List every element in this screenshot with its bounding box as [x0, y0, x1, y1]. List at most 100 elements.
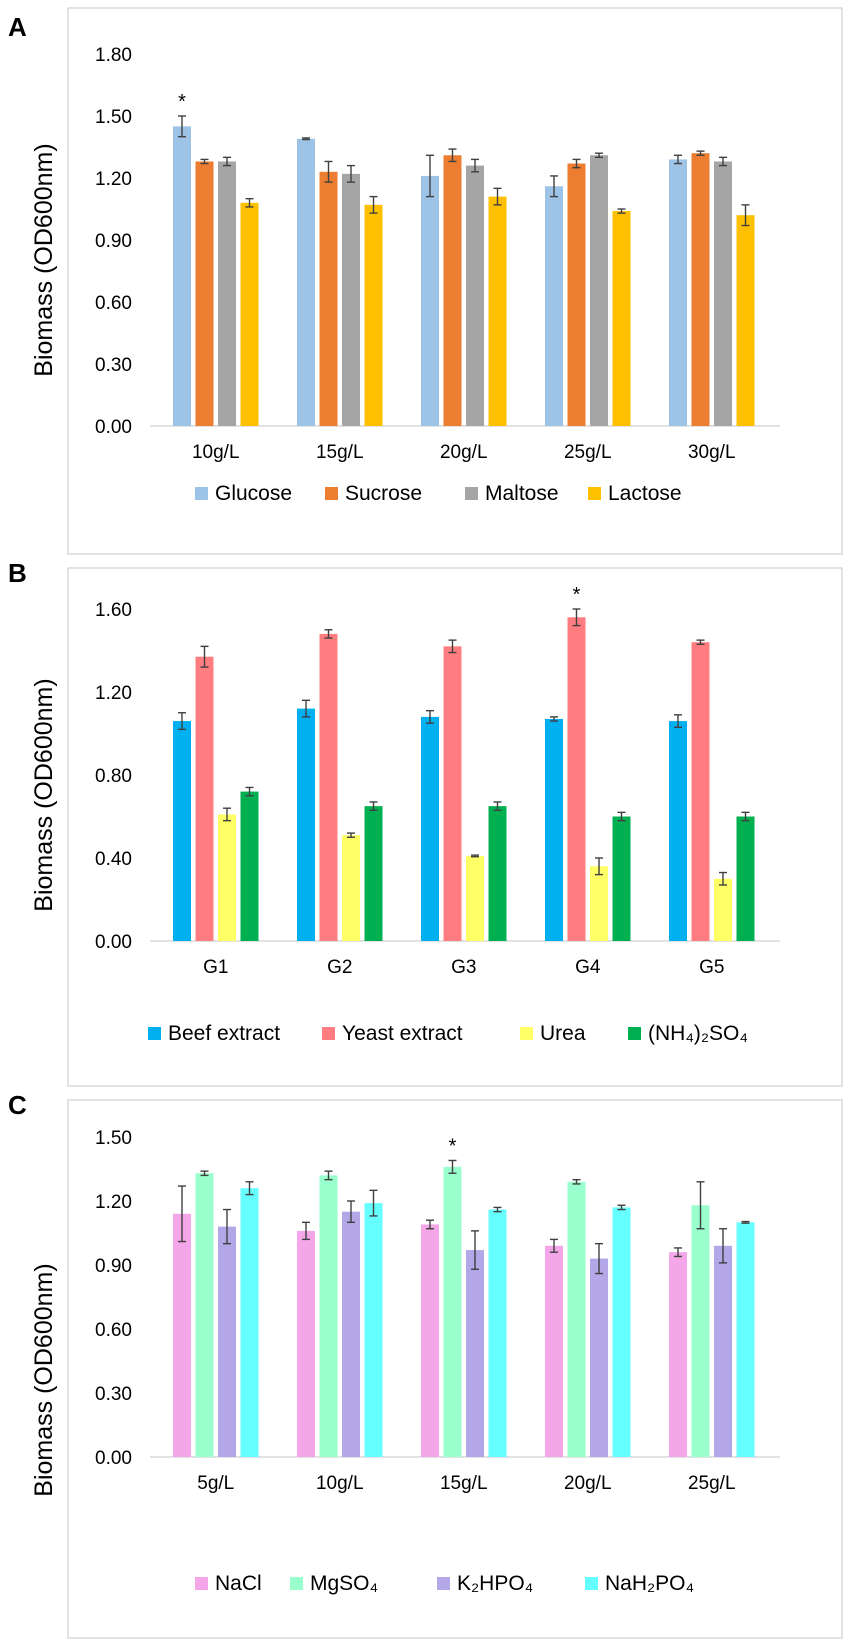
- panel-b-error-bar-yeast-4: [696, 639, 705, 645]
- panel-c-error-bar-mgso4-1: [324, 1170, 333, 1181]
- panel-c-y-tick-3: 0.90: [95, 1256, 132, 1277]
- panel-a-error-bar-glucose-1: [302, 137, 310, 141]
- panel-a-y-tick-2: 0.60: [95, 293, 132, 314]
- panel-c-bar-nah2po4-1: [364, 1203, 383, 1457]
- panel-a-y-tick-4: 1.20: [95, 169, 132, 190]
- panel-b-bar-yeast-3: [567, 617, 586, 941]
- panel-b-x-tick-2: G3: [451, 957, 476, 978]
- panel-a-bar-sucrose-1: [319, 171, 338, 426]
- panel-b-bar-beef-3: [545, 718, 563, 941]
- panel-b-legend-label-urea: Urea: [540, 1022, 586, 1045]
- panel-b-error-bar-ammonium-1: [369, 801, 378, 811]
- panel-c-error-bar-nah2po4-1: [369, 1189, 378, 1217]
- panel-c-y-tick-4: 1.20: [95, 1192, 132, 1213]
- panel-c-bar-mgso4-3: [567, 1181, 586, 1457]
- panel-a-error-bar-maltose-3: [595, 152, 603, 159]
- panel-a-bar-glucose-3: [545, 186, 563, 426]
- panel-c-error-bar-nacl-1: [302, 1221, 310, 1241]
- panel-b-error-bar-urea-1: [347, 832, 355, 838]
- panel-b-bar-yeast-2: [443, 646, 462, 941]
- panel-a-y-tick-3: 0.90: [95, 231, 132, 252]
- panel-a-legend-swatch-lactose: [588, 487, 601, 500]
- panel-a-y-tick-0: 0.00: [95, 417, 132, 438]
- panel-b-label: B: [8, 558, 27, 588]
- panel-a-bar-maltose-1: [342, 173, 360, 426]
- panel-b-error-bar-urea-3: [595, 857, 603, 876]
- panel-b-plot: 0.00 0.40 0.80 1.20 1.60 G1 G2 G3 G4 G5 *: [95, 584, 780, 978]
- panel-a-y-tick-6: 1.80: [95, 45, 132, 66]
- panel-a-error-bar-lactose-0: [245, 197, 254, 208]
- panel-a-error-bar-lactose-2: [493, 187, 502, 206]
- panel-a-bar-sucrose-0: [195, 161, 214, 426]
- panel-a-bar-lactose-3: [612, 211, 631, 426]
- panel-b-x-tick-3: G4: [575, 957, 601, 978]
- panel-b-bar-beef-4: [669, 721, 687, 941]
- panel-a: A Biomass (OD600nm) 0.00 0.30 0.60 0.90 1.20…: [8, 7, 843, 555]
- panel-b-bar-beef-0: [173, 721, 191, 941]
- panel-b-legend-swatch-beef: [148, 1027, 161, 1040]
- panel-c-x-tick-3: 20g/L: [564, 1473, 612, 1494]
- panel-b-error-bar-beef-2: [426, 709, 434, 724]
- panel-b-error-bar-urea-4: [719, 871, 727, 886]
- panel-a-error-bar-lactose-1: [369, 195, 378, 214]
- panel-a-bar-maltose-0: [218, 161, 236, 426]
- panel-a-x-tick-2: 20g/L: [440, 442, 488, 463]
- panel-c-bar-k2hpo4-3: [590, 1258, 608, 1457]
- panel-c-legend-label-nah2po4: NaH₂PO₄: [605, 1572, 694, 1595]
- panel-a-error-bar-glucose-3: [550, 175, 558, 198]
- panel-c-error-bar-k2hpo4-0: [223, 1208, 231, 1245]
- panel-c-plot: 0.00 0.30 0.60 0.90 1.20 1.50 5g/L 10g/L 15g/L 20…: [95, 1128, 780, 1494]
- panel-a-error-bar-maltose-2: [471, 158, 479, 173]
- panel-a-error-bar-maltose-1: [347, 164, 355, 183]
- panel-a-significance-0: *: [178, 91, 186, 113]
- panel-b-error-bar-yeast-2: [448, 639, 457, 654]
- panel-a-error-bar-glucose-2: [426, 154, 434, 198]
- panel-b-error-bar-ammonium-3: [617, 811, 626, 822]
- panel-a-bar-glucose-1: [297, 138, 315, 426]
- panel-a-bar-glucose-0: [173, 126, 191, 426]
- panel-a-error-bar-sucrose-4: [696, 150, 705, 156]
- panel-c-bar-nacl-3: [545, 1245, 563, 1457]
- panel-c-legend-swatch-k2hpo4: [437, 1577, 450, 1590]
- panel-b-bar-yeast-4: [691, 642, 710, 941]
- panel-c-legend-label-k2hpo4: K₂HPO₄: [457, 1572, 533, 1595]
- panel-a-legend-swatch-sucrose: [325, 487, 338, 500]
- panel-b-error-bar-ammonium-2: [493, 801, 502, 811]
- panel-a-y-axis-title: Biomass (OD600nm): [30, 143, 58, 376]
- panel-a-bar-lactose-4: [736, 215, 755, 426]
- panel-c-bar-nah2po4-0: [240, 1188, 259, 1457]
- panel-c-error-bar-k2hpo4-4: [719, 1228, 727, 1264]
- panel-b-error-bar-beef-1: [302, 699, 310, 718]
- panel-a-error-bar-glucose-4: [674, 154, 682, 165]
- panel-c-bar-k2hpo4-1: [342, 1211, 360, 1457]
- panel-b-bar-urea-3: [590, 866, 608, 941]
- panel-c-error-bar-mgso4-2: [448, 1159, 457, 1174]
- panel-c-error-bar-nacl-0: [178, 1185, 186, 1243]
- panel-b-y-tick-2: 0.80: [95, 766, 132, 787]
- panel-a-bar-sucrose-4: [691, 153, 710, 426]
- panel-c-x-tick-4: 25g/L: [688, 1473, 736, 1494]
- panel-c-bar-nacl-4: [669, 1252, 687, 1457]
- panel-b-legend-swatch-urea: [520, 1027, 533, 1040]
- panel-a-bar-sucrose-2: [443, 155, 462, 426]
- panel-c-bar-k2hpo4-0: [218, 1226, 236, 1457]
- panel-a-y-tick-5: 1.50: [95, 107, 132, 128]
- panel-b-legend-swatch-ammonium: [628, 1027, 641, 1040]
- panel-c-bar-nah2po4-2: [488, 1209, 507, 1457]
- panel-b-legend: Beef extract Yeast extract Urea (NH₄)₂SO₄: [148, 1022, 748, 1045]
- panel-b-bar-urea-0: [218, 814, 236, 941]
- panel-a-error-bar-sucrose-3: [572, 158, 581, 169]
- panel-c-error-bar-nacl-2: [426, 1219, 434, 1230]
- panel-a-error-bar-glucose-0: [178, 115, 186, 138]
- panel-b-error-bar-beef-3: [550, 716, 558, 722]
- panel-a-x-tick-0: 10g/L: [192, 442, 240, 463]
- panel-b-y-tick-3: 1.20: [95, 683, 132, 704]
- panel-c-legend-label-nacl: NaCl: [215, 1572, 262, 1595]
- panel-b-bar-ammonium-1: [364, 806, 383, 941]
- panel-a-legend-label-sucrose: Sucrose: [345, 482, 422, 505]
- panel-b-x-tick-4: G5: [699, 957, 724, 978]
- panel-b-error-bar-yeast-0: [200, 645, 209, 668]
- panel-c-bar-nah2po4-3: [612, 1207, 631, 1457]
- panel-b: B Biomass (OD600nm) 0.00 0.40 0.80 1.20 1.60…: [8, 558, 843, 1087]
- panel-c-error-bar-mgso4-0: [200, 1170, 209, 1177]
